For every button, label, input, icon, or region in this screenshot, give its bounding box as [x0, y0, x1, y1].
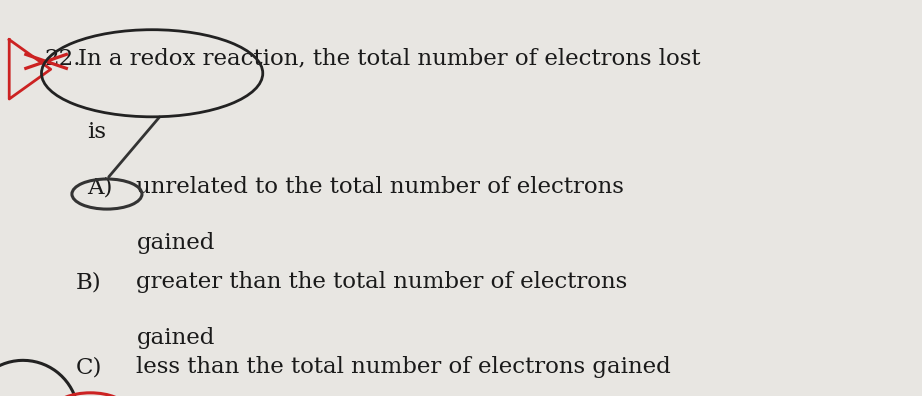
Text: A): A): [88, 176, 113, 198]
Text: 22.: 22.: [44, 48, 81, 70]
Text: B): B): [76, 271, 101, 293]
Text: In a redox reaction, the total number of electrons lost: In a redox reaction, the total number of…: [78, 48, 701, 70]
Text: less than the total number of electrons gained: less than the total number of electrons …: [136, 356, 671, 379]
Text: unrelated to the total number of electrons: unrelated to the total number of electro…: [136, 176, 624, 198]
Text: gained: gained: [136, 327, 215, 349]
Text: greater than the total number of electrons: greater than the total number of electro…: [136, 271, 628, 293]
Text: is: is: [88, 121, 107, 143]
Text: gained: gained: [136, 232, 215, 254]
Text: C): C): [76, 356, 102, 379]
